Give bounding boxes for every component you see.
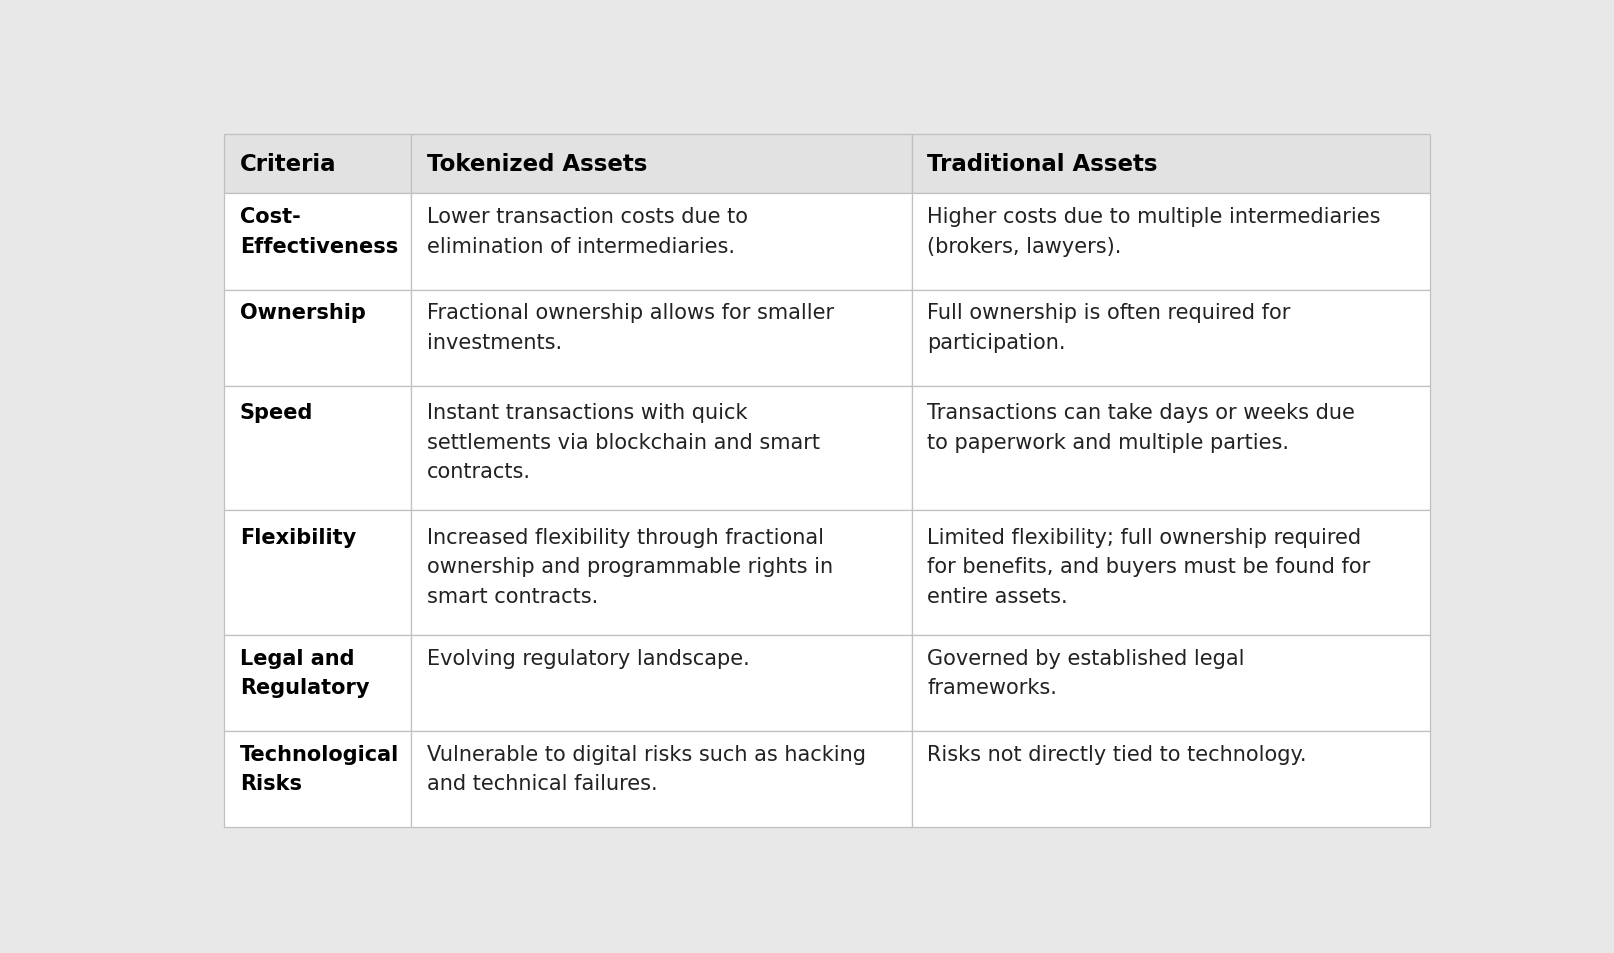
Bar: [412, 511, 912, 636]
Text: Technological
Risks: Technological Risks: [240, 744, 399, 794]
Text: Ownership: Ownership: [240, 303, 366, 323]
Text: Fractional ownership allows for smaller
investments.: Fractional ownership allows for smaller …: [426, 303, 834, 353]
Text: Higher costs due to multiple intermediaries
(brokers, lawyers).: Higher costs due to multiple intermediar…: [928, 207, 1380, 256]
Bar: [224, 194, 412, 291]
Bar: [412, 387, 912, 511]
Bar: [224, 636, 412, 732]
Bar: [412, 291, 912, 387]
Text: Vulnerable to digital risks such as hacking
and technical failures.: Vulnerable to digital risks such as hack…: [426, 744, 865, 794]
Text: Full ownership is often required for
participation.: Full ownership is often required for par…: [928, 303, 1291, 353]
Text: Flexibility: Flexibility: [240, 527, 357, 547]
Text: Risks not directly tied to technology.: Risks not directly tied to technology.: [928, 744, 1307, 764]
Text: Criteria: Criteria: [240, 153, 336, 176]
Bar: [912, 135, 1430, 194]
Text: Traditional Assets: Traditional Assets: [928, 153, 1157, 176]
Bar: [912, 387, 1430, 511]
Bar: [912, 636, 1430, 732]
Bar: [224, 387, 412, 511]
Text: Legal and
Regulatory: Legal and Regulatory: [240, 648, 370, 698]
Text: Tokenized Assets: Tokenized Assets: [426, 153, 647, 176]
Bar: [224, 291, 412, 387]
Text: Speed: Speed: [240, 403, 313, 423]
Bar: [412, 636, 912, 732]
Bar: [912, 194, 1430, 291]
Text: Transactions can take days or weeks due
to paperwork and multiple parties.: Transactions can take days or weeks due …: [928, 403, 1356, 453]
Bar: [912, 511, 1430, 636]
Text: Instant transactions with quick
settlements via blockchain and smart
contracts.: Instant transactions with quick settleme…: [426, 403, 820, 482]
Text: Cost-
Effectiveness: Cost- Effectiveness: [240, 207, 399, 256]
Bar: [912, 732, 1430, 827]
Text: Increased flexibility through fractional
ownership and programmable rights in
sm: Increased flexibility through fractional…: [426, 527, 833, 606]
Bar: [412, 194, 912, 291]
Bar: [224, 732, 412, 827]
Bar: [912, 291, 1430, 387]
Bar: [224, 511, 412, 636]
Text: Governed by established legal
frameworks.: Governed by established legal frameworks…: [928, 648, 1244, 698]
Bar: [412, 135, 912, 194]
Bar: [224, 135, 412, 194]
Text: Lower transaction costs due to
elimination of intermediaries.: Lower transaction costs due to eliminati…: [426, 207, 747, 256]
Text: Evolving regulatory landscape.: Evolving regulatory landscape.: [426, 648, 749, 668]
Bar: [412, 732, 912, 827]
Text: Limited flexibility; full ownership required
for benefits, and buyers must be fo: Limited flexibility; full ownership requ…: [928, 527, 1370, 606]
